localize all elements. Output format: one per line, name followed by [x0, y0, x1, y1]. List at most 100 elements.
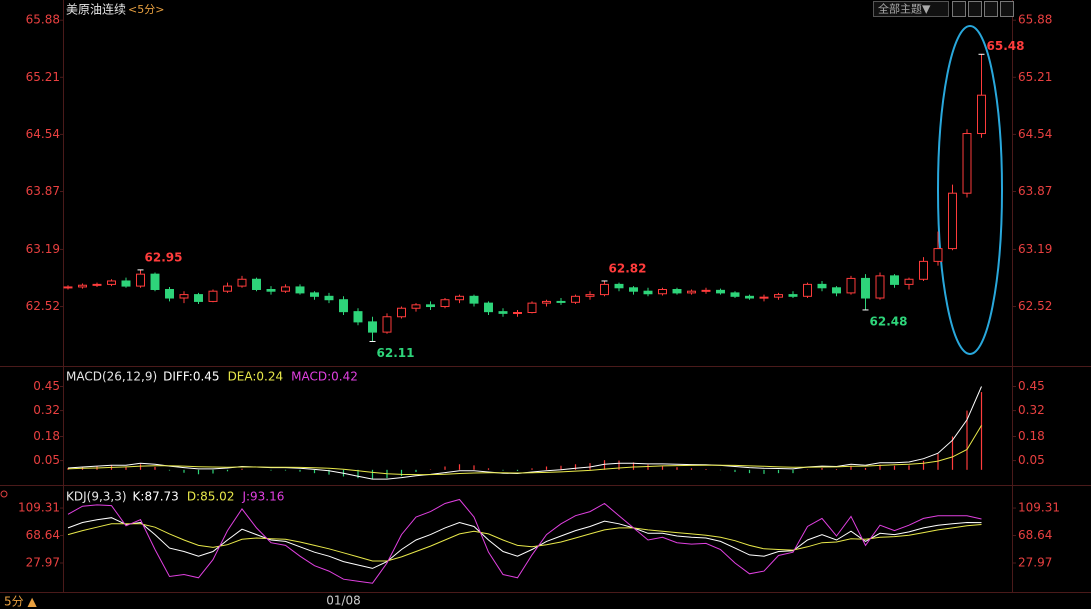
y-tick-label: 0.18: [33, 429, 60, 443]
extreme-label: 65.48: [987, 39, 1025, 53]
y-tick-label-right: 0.05: [1018, 453, 1045, 467]
candle-body: [266, 288, 276, 292]
candle-body: [672, 288, 682, 294]
candle-body: [237, 278, 247, 287]
y-tick-label: 0.45: [33, 379, 60, 393]
candle-body: [455, 295, 464, 301]
candle-body: [571, 295, 580, 303]
y-tick-label: 63.87: [26, 184, 60, 198]
y-tick-label-right: 62.52: [1018, 299, 1052, 313]
candle-body: [904, 278, 914, 285]
y-tick-label-right: 65.88: [1018, 13, 1052, 27]
candle-body: [745, 295, 754, 299]
y-tick-label-right: 65.21: [1018, 70, 1052, 84]
legend-entry: MACD:0.42: [291, 370, 358, 384]
candle-body: [107, 280, 116, 285]
candle-body: [353, 311, 363, 323]
y-tick-label-right: 109.31: [1018, 501, 1060, 515]
candle-body: [469, 295, 479, 304]
theme-button[interactable]: [873, 1, 949, 17]
candle-body: [411, 304, 421, 309]
candle-body: [324, 295, 334, 301]
candle-body: [948, 192, 957, 250]
y-tick-label: 63.19: [26, 242, 60, 256]
candle-body: [150, 273, 160, 290]
candle-body: [861, 277, 870, 299]
candle-body: [643, 290, 653, 295]
y-tick-label: 64.54: [26, 127, 60, 141]
candle-body: [78, 284, 87, 288]
candle-body: [513, 312, 522, 315]
y-tick-label-right: 63.87: [1018, 184, 1052, 198]
candle-body: [310, 292, 319, 297]
tool-icon[interactable]: [968, 1, 982, 17]
candle-body: [556, 300, 566, 303]
candle-body: [194, 294, 203, 302]
candle-body: [687, 290, 696, 294]
legend-entry: D:85.02: [187, 490, 235, 504]
candle-body: [368, 321, 377, 333]
y-tick-label-right: 68.64: [1018, 528, 1052, 542]
candle-body: [208, 290, 218, 302]
candle-body: [484, 302, 493, 313]
candle-body: [846, 277, 856, 294]
candle-body: [281, 286, 290, 292]
y-tick-label-right: 64.54: [1018, 127, 1052, 141]
y-tick-label: 27.97: [26, 556, 60, 570]
candle-body: [701, 289, 711, 292]
chart-title: 美原油连续: [66, 2, 126, 17]
tool-icon[interactable]: [1000, 1, 1014, 17]
candle-body: [977, 94, 986, 135]
indicator-title: MACD(26,12,9): [66, 370, 157, 384]
candle-body: [63, 286, 73, 289]
candle-body: [542, 300, 551, 304]
tool-icon[interactable]: [952, 1, 966, 17]
y-tick-label: 109.31: [18, 501, 60, 515]
candle-body: [136, 273, 145, 287]
candle-body: [919, 260, 928, 280]
candle-body: [600, 283, 609, 296]
candle-body: [121, 280, 131, 287]
extreme-label: 62.95: [145, 250, 183, 264]
y-tick-label: 68.64: [26, 528, 60, 542]
y-tick-label-right: 63.19: [1018, 242, 1052, 256]
candle-body: [759, 296, 769, 299]
candle-body: [658, 288, 667, 295]
candle-body: [890, 275, 899, 285]
candle-body: [295, 286, 305, 294]
candle-body: [223, 285, 232, 292]
candle-body: [165, 288, 174, 299]
candle-body: [92, 283, 102, 286]
legend-entry: DIFF:0.45: [163, 370, 219, 384]
indicator-marker[interactable]: [0, 490, 8, 498]
y-tick-label: 65.21: [26, 70, 60, 84]
candle-body: [614, 283, 624, 289]
indicator-line: [67, 425, 982, 476]
tool-icon[interactable]: [984, 1, 998, 17]
candle-body: [788, 294, 798, 297]
candle-body: [179, 294, 189, 299]
candle-body: [803, 283, 812, 297]
candle-body: [252, 278, 261, 290]
y-tick-label-right: 0.45: [1018, 379, 1045, 393]
candle-body: [527, 302, 537, 314]
theme-button-label[interactable]: 全部主题▼: [878, 2, 931, 16]
footer-period[interactable]: 5分 ▲: [4, 595, 37, 609]
legend-entry: K:87.73: [133, 490, 179, 504]
x-tick-label: 01/08: [326, 594, 361, 608]
indicator-title: KDJ(9,3,3): [66, 490, 127, 504]
candle-body: [629, 287, 638, 292]
candle-body: [817, 283, 827, 289]
candle-body: [962, 133, 972, 194]
legend-entry: J:93.16: [241, 490, 284, 504]
y-tick-label: 0.05: [33, 453, 60, 467]
candle-body: [426, 304, 435, 308]
candle-body: [933, 248, 943, 262]
candle-body: [875, 275, 885, 299]
period-label: <5分>: [128, 3, 164, 16]
candle-body: [339, 299, 348, 313]
y-tick-label: 0.32: [33, 403, 60, 417]
y-tick-label-right: 27.97: [1018, 556, 1052, 570]
